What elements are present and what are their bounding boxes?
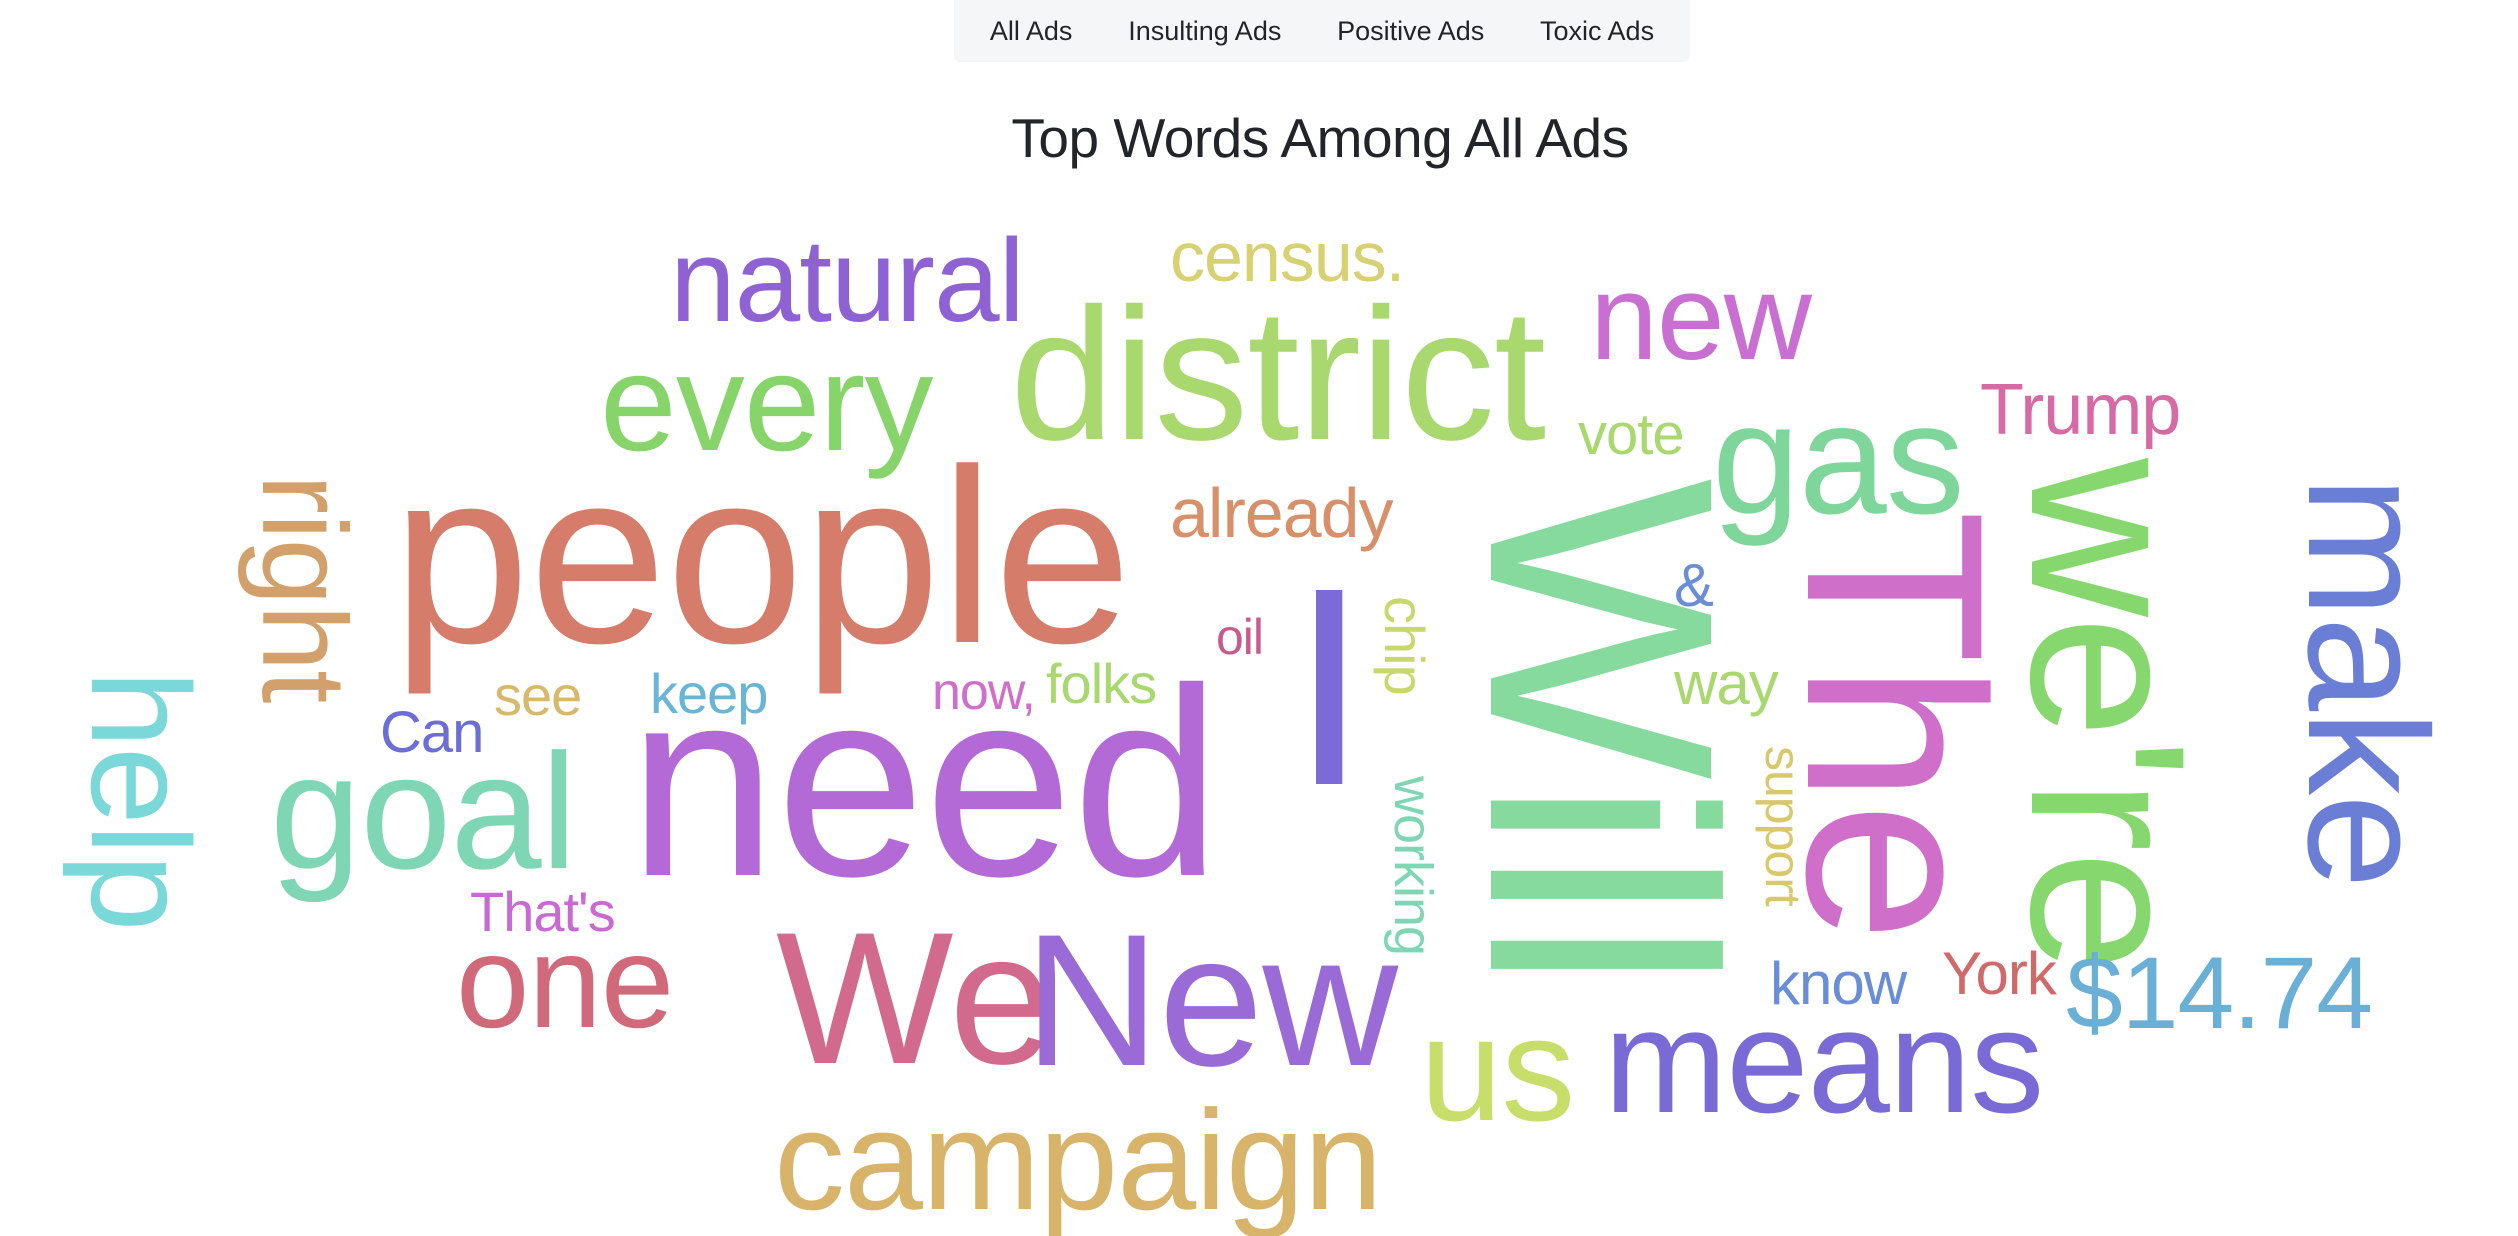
- word-cloud-word: keep: [650, 662, 768, 725]
- tab-insulting-ads[interactable]: Insulting Ads: [1128, 15, 1282, 46]
- word-cloud-word: right: [237, 474, 371, 703]
- word-cloud-word: Trump: [1980, 370, 2181, 450]
- word-cloud-word: We: [776, 893, 1054, 1103]
- tab-toxic-ads[interactable]: Toxic Ads: [1540, 15, 1655, 46]
- word-cloud-word: know: [1770, 950, 1907, 1017]
- word-cloud-word: gas: [1712, 371, 1965, 547]
- word-cloud-word: way: [1674, 650, 1779, 717]
- word-cloud-word: York: [1942, 940, 2057, 1007]
- word-cloud-word: New: [1024, 895, 1398, 1105]
- word-cloud-word: need: [628, 632, 1221, 932]
- page-title: Top Words Among All Ads: [1011, 107, 1629, 169]
- ad-category-tabs: All Ads Insulting Ads Positive Ads Toxic…: [954, 0, 1690, 62]
- word-cloud-word: see: [494, 664, 582, 727]
- word-cloud-word: campaign: [774, 1081, 1383, 1236]
- word-cloud-word: one: [456, 908, 674, 1055]
- word-cloud-word: help: [62, 670, 219, 931]
- word-cloud-word: I: [1290, 529, 1368, 844]
- word-cloud-word: &: [1674, 552, 1714, 619]
- word-cloud-word: new: [1590, 249, 1812, 385]
- tab-all-ads[interactable]: All Ads: [989, 15, 1073, 46]
- word-cloud-word: people: [392, 417, 1132, 695]
- word-cloud-word: folks: [1046, 652, 1157, 715]
- word-cloud-word: district: [1010, 269, 1546, 479]
- word-cloud-word: already: [1170, 474, 1394, 552]
- word-cloud-word: oil: [1216, 609, 1264, 665]
- word-cloud-word: us: [1420, 987, 1575, 1152]
- word-cloud-word: now,: [932, 663, 1036, 721]
- word-cloud-word: means: [1604, 979, 2044, 1144]
- word-cloud-word: census.: [1170, 218, 1405, 296]
- word-cloud-word: Can: [380, 700, 484, 765]
- word-cloud-word: every: [600, 326, 933, 480]
- word-cloud-word: natural: [670, 215, 1025, 347]
- word-cloud-word: Will: [1423, 478, 1781, 990]
- word-cloud-word: vote: [1578, 402, 1685, 467]
- tab-positive-ads[interactable]: Positive Ads: [1337, 15, 1485, 46]
- word-cloud-word: we're: [1985, 458, 2231, 972]
- word-cloud-word: chip: [1373, 596, 1436, 695]
- word-cloud-word: $14.74: [2066, 936, 2373, 1050]
- word-cloud-word: That's: [470, 880, 616, 943]
- word-cloud-word: support: [1755, 746, 1811, 906]
- word-cloud-word: goal: [270, 720, 577, 903]
- word-cloud-word: make: [2272, 476, 2462, 888]
